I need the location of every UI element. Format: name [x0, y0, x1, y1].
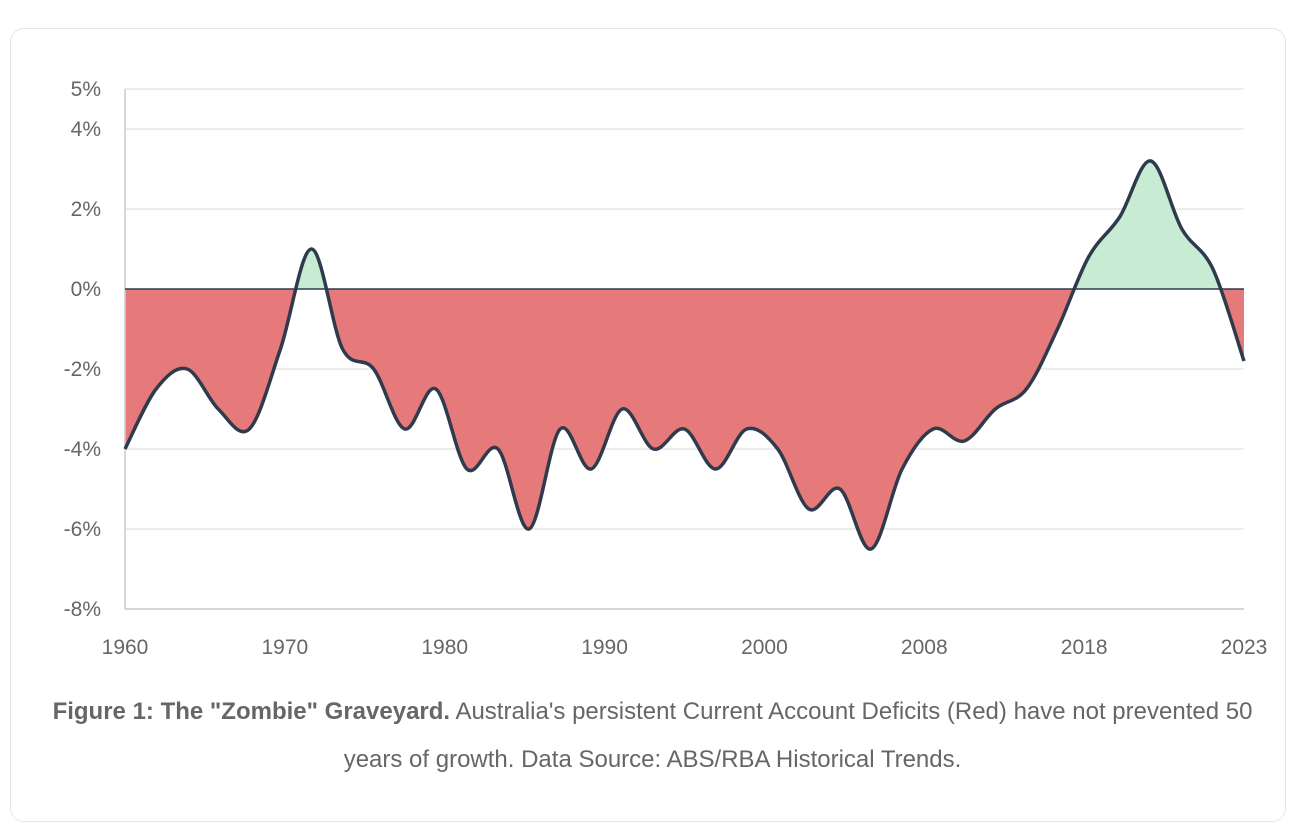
surplus-area — [125, 160, 1244, 289]
deficit-area — [125, 289, 1244, 550]
y-tick-label: 4% — [71, 118, 101, 141]
x-tick-label: 2008 — [901, 636, 948, 659]
x-tick-label: 2000 — [741, 636, 788, 659]
x-tick-label: 1960 — [102, 636, 149, 659]
y-tick-label: -8% — [64, 598, 101, 621]
figure-caption: Figure 1: The "Zombie" Graveyard. Austra… — [40, 688, 1265, 784]
y-tick-label: 2% — [71, 198, 101, 221]
cad-line — [123, 159, 1246, 551]
axes — [124, 89, 1244, 610]
y-tick-label: 5% — [71, 78, 101, 101]
y-tick-label: 0% — [71, 278, 101, 301]
series-line — [123, 159, 1246, 551]
y-tick-labels: 5% 4% 2% 0% -2% -4% -6% -8% — [64, 78, 101, 621]
caption-title: Figure 1: The "Zombie" Graveyard. — [52, 698, 451, 725]
x-tick-label: 1970 — [261, 636, 308, 659]
x-tick-label: 1990 — [581, 636, 628, 659]
y-tick-label: -4% — [64, 438, 101, 461]
x-tick-label: 2018 — [1061, 636, 1108, 659]
y-tick-label: -6% — [64, 518, 101, 541]
caption-text: Australia's persistent Current Account D… — [343, 698, 1253, 773]
area-fills — [125, 160, 1244, 550]
x-tick-label: 1980 — [421, 636, 468, 659]
x-tick-labels: 1960 1970 1980 1990 2000 2008 2018 2023 — [102, 636, 1268, 659]
y-tick-label: -2% — [64, 358, 101, 381]
x-tick-label: 2023 — [1221, 636, 1268, 659]
